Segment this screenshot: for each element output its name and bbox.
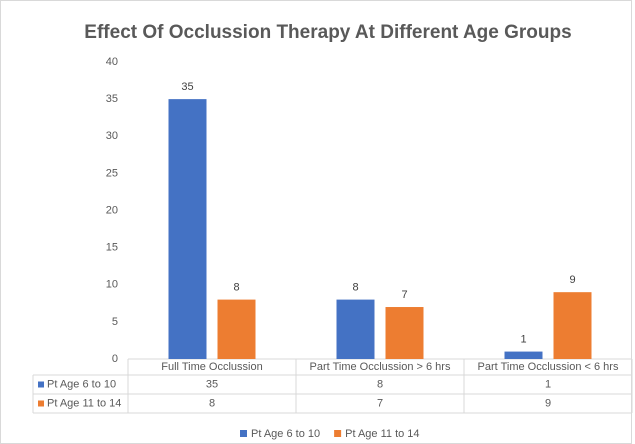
table-cell: 9 [545, 397, 551, 409]
table-cell: 8 [377, 378, 383, 390]
data-label: 8 [352, 282, 358, 294]
x-tick-label: Full Time Occlussion [161, 361, 262, 373]
y-tick-label: 25 [106, 167, 118, 179]
y-tick-label: 0 [112, 353, 118, 365]
data-label: 7 [401, 289, 407, 301]
data-label: 1 [520, 333, 526, 345]
y-tick-label: 30 [106, 130, 118, 142]
chart-title: Effect Of Occlussion Therapy At Differen… [84, 22, 571, 43]
bar [336, 299, 375, 359]
table-legend-key [38, 400, 44, 407]
x-tick-label: Part Time Occlussion > 6 hrs [310, 361, 451, 373]
legend-key [240, 430, 247, 437]
y-tick-label: 40 [106, 56, 118, 68]
table-row-label: Pt Age 11 to 14 [47, 397, 121, 409]
table-row-label: Pt Age 6 to 10 [47, 378, 116, 390]
data-label: 8 [233, 282, 239, 294]
y-tick-label: 5 [112, 316, 118, 328]
bar [385, 307, 424, 359]
bar [168, 99, 207, 359]
y-tick-label: 20 [106, 204, 118, 216]
legend-key [334, 430, 342, 437]
table-cell: 7 [377, 397, 383, 409]
legend-label: Pt Age 6 to 10 [251, 428, 320, 440]
y-tick-label: 15 [106, 242, 118, 254]
table-cell: 1 [545, 378, 551, 390]
data-label: 9 [569, 274, 575, 286]
bar [217, 299, 256, 359]
table-legend-key [38, 381, 44, 388]
table-cell: 8 [209, 397, 215, 409]
table-cell: 35 [206, 378, 218, 390]
y-tick-label: 10 [106, 279, 118, 291]
bar [553, 292, 592, 359]
data-label: 35 [181, 81, 193, 93]
bar [504, 351, 543, 359]
x-tick-label: Part Time Occlussion < 6 hrs [478, 361, 619, 373]
y-tick-label: 35 [106, 93, 118, 105]
legend-label: Pt Age 11 to 14 [345, 428, 419, 440]
